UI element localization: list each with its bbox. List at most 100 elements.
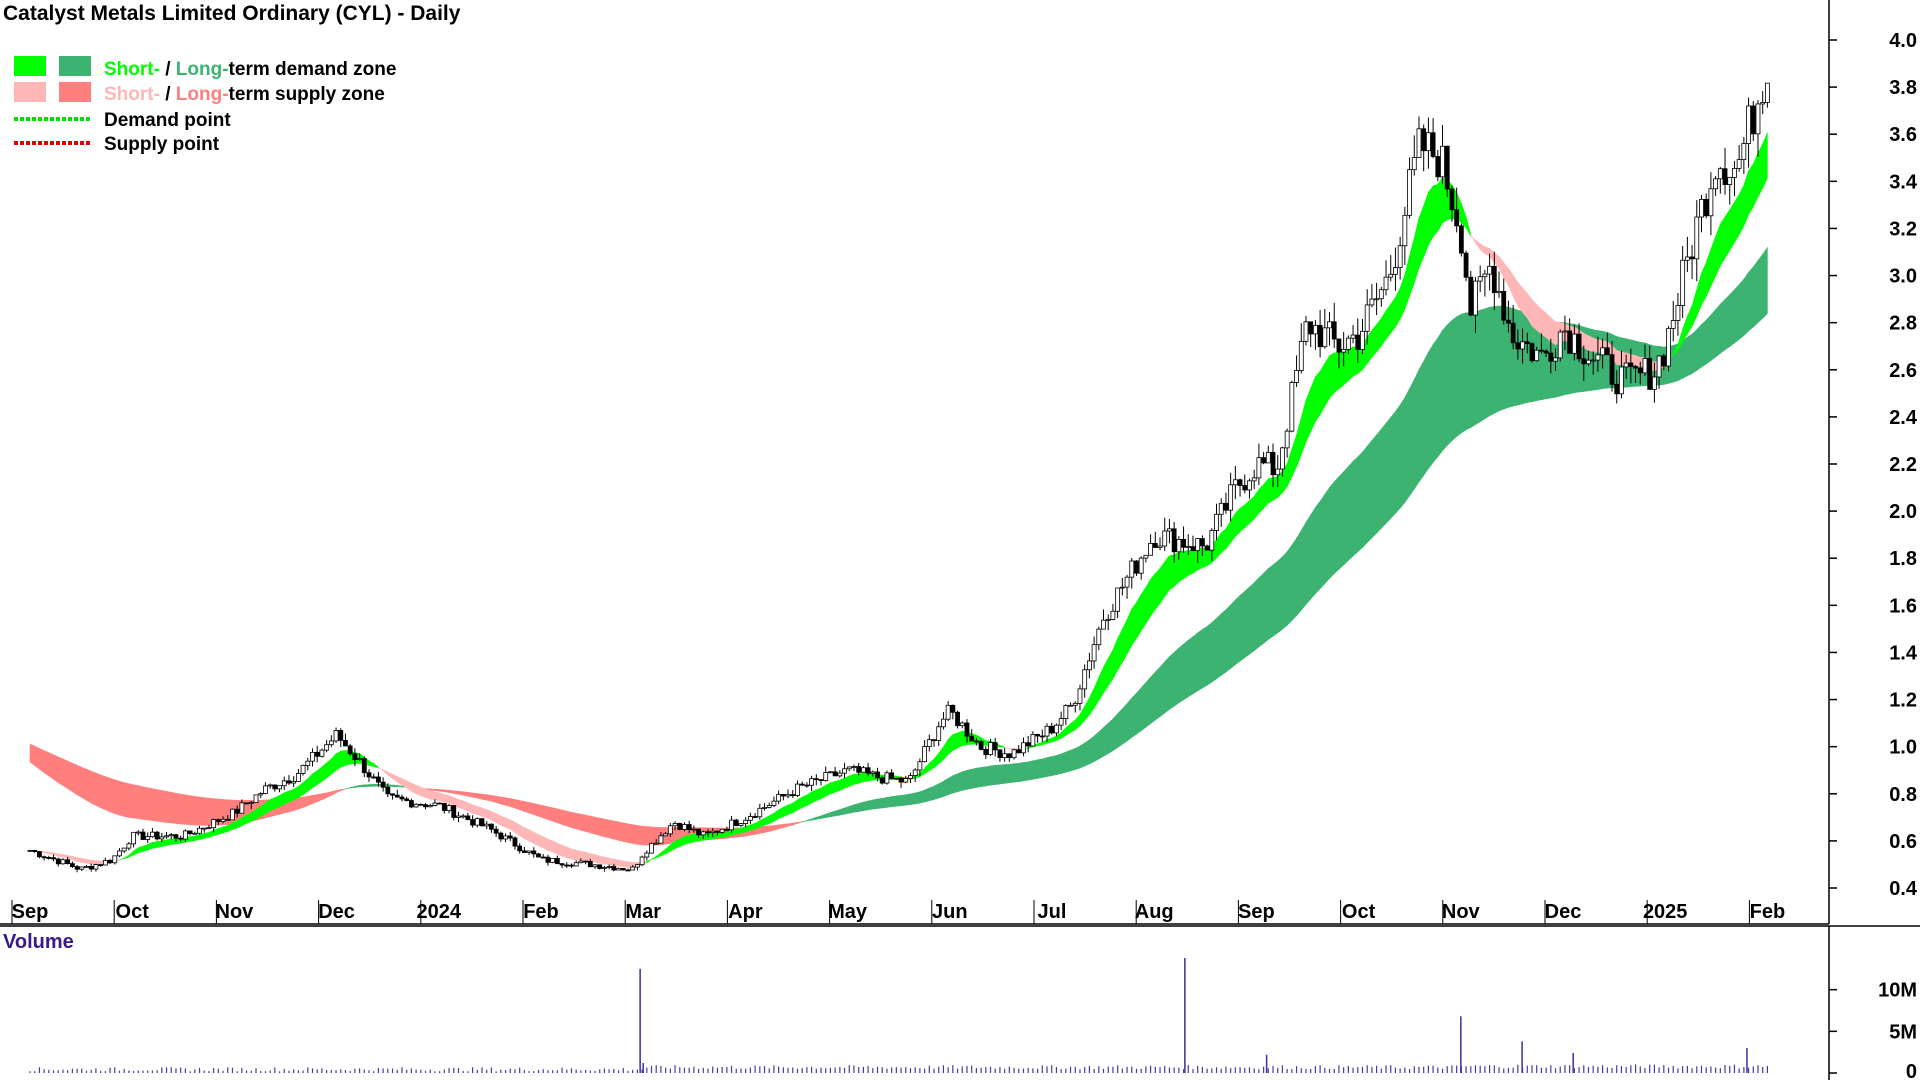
legend-demand-sep: / [160, 59, 176, 80]
short-term-zone-segment [1531, 299, 1537, 331]
candle-body [1440, 145, 1445, 178]
long-term-zone-segment [1475, 309, 1481, 426]
long-term-zone-segment [1691, 328, 1698, 375]
candle-body [55, 858, 61, 865]
candle-body [950, 704, 956, 713]
long-term-zone-segment [1084, 739, 1090, 767]
short-term-zone-segment [1376, 317, 1382, 353]
long-term-zone-segment [1220, 609, 1227, 676]
candle-body [526, 850, 532, 853]
candle-body [1039, 735, 1045, 738]
short-term-zone-segment [434, 791, 440, 801]
short-term-zone-segment [816, 787, 822, 802]
candle-body [399, 796, 405, 800]
candle-body [1491, 265, 1497, 294]
candle-body [343, 739, 348, 747]
long-term-zone-segment [1432, 337, 1439, 464]
short-term-zone-segment [811, 789, 817, 804]
candle-body [696, 828, 701, 836]
long-term-zone-segment [604, 818, 610, 839]
candle-body [573, 862, 579, 867]
long-term-zone-segment [67, 760, 73, 793]
candle-body [1157, 545, 1163, 548]
candle-body [578, 860, 584, 864]
candle-body [870, 771, 876, 774]
short-term-zone-segment [844, 775, 850, 789]
long-term-zone-segment [331, 790, 337, 796]
candle-body [1265, 451, 1271, 464]
short-term-zone-segment [1588, 335, 1594, 353]
candle-body [1204, 545, 1210, 551]
candle-body [1209, 530, 1215, 551]
long-term-zone-segment [39, 747, 45, 774]
short-term-zone-segment [298, 781, 304, 799]
short-term-zone-segment [1202, 547, 1208, 569]
candle-body [1722, 168, 1728, 185]
short-term-zone-segment [1371, 323, 1377, 359]
candle-body [1228, 484, 1234, 511]
short-term-zone-segment [1541, 308, 1547, 339]
volume-axis-ticks: 0 5M 10M [1829, 980, 1917, 1080]
long-term-zone-segment [608, 819, 615, 840]
candle-body [168, 834, 174, 837]
candle-body [286, 780, 292, 784]
short-term-zone-segment [1696, 273, 1702, 317]
short-term-zone-segment [1461, 203, 1467, 229]
candle-body [1473, 280, 1478, 316]
short-term-zone-segment [133, 847, 139, 856]
long-term-zone-segment [161, 790, 167, 823]
long-term-zone-segment [575, 812, 582, 831]
candle-body [1538, 349, 1544, 352]
candle-body [1760, 102, 1766, 105]
candle-body [1421, 128, 1427, 152]
long-term-zone-segment [1145, 676, 1151, 728]
long-term-zone-segment [952, 773, 958, 794]
candle-body [258, 793, 264, 796]
long-term-zone-segment [1602, 330, 1608, 390]
candle-body [795, 783, 800, 796]
long-term-zone-segment [1051, 755, 1057, 777]
short-term-zone-segment [1103, 658, 1109, 694]
candle-body [1619, 366, 1624, 395]
candle-body [305, 760, 311, 766]
long-term-zone-segment [759, 826, 765, 834]
long-term-zone-segment [1465, 312, 1472, 431]
candle-body [1327, 321, 1332, 329]
short-term-zone-segment [1164, 554, 1170, 598]
short-term-zone-segment [585, 851, 591, 862]
short-term-zone-segment [331, 752, 337, 776]
candle-body [1336, 338, 1342, 353]
candle-body [314, 751, 320, 757]
short-term-zone-segment [1065, 723, 1071, 736]
candle-body [1651, 376, 1657, 390]
short-term-zone-segment [302, 778, 309, 796]
short-term-zone-segment [472, 804, 478, 815]
long-term-zone-segment [312, 794, 318, 804]
long-term-zone-segment [387, 784, 393, 787]
long-term-zone-segment [505, 797, 511, 807]
volume-tick-label: 0 [1906, 1061, 1917, 1080]
candle-body [248, 802, 254, 804]
short-term-zone-segment [1216, 531, 1222, 559]
zone-bands [29, 132, 1768, 868]
candle-body [1529, 343, 1535, 362]
long-term-zone-segment [896, 795, 902, 807]
short-term-zone-segment [1169, 554, 1175, 591]
candle-body [451, 805, 457, 818]
candle-body [1699, 198, 1704, 218]
candle-body [1294, 370, 1299, 383]
long-term-zone-segment [321, 792, 327, 801]
candle-body [206, 827, 212, 830]
long-term-zone-segment [1333, 475, 1340, 575]
long-term-zone-segment [444, 789, 450, 793]
long-term-zone-segment [820, 813, 827, 819]
short-term-zone-segment [524, 827, 530, 842]
long-term-zone-segment [363, 784, 370, 787]
candle-body [959, 722, 965, 727]
short-term-zone-segment [387, 771, 393, 780]
candle-body [41, 856, 47, 859]
candle-body [550, 857, 556, 863]
y-tick-label: 2.0 [1889, 501, 1917, 523]
short-term-zone-segment [152, 841, 158, 849]
long-term-zone-segment [557, 808, 563, 825]
